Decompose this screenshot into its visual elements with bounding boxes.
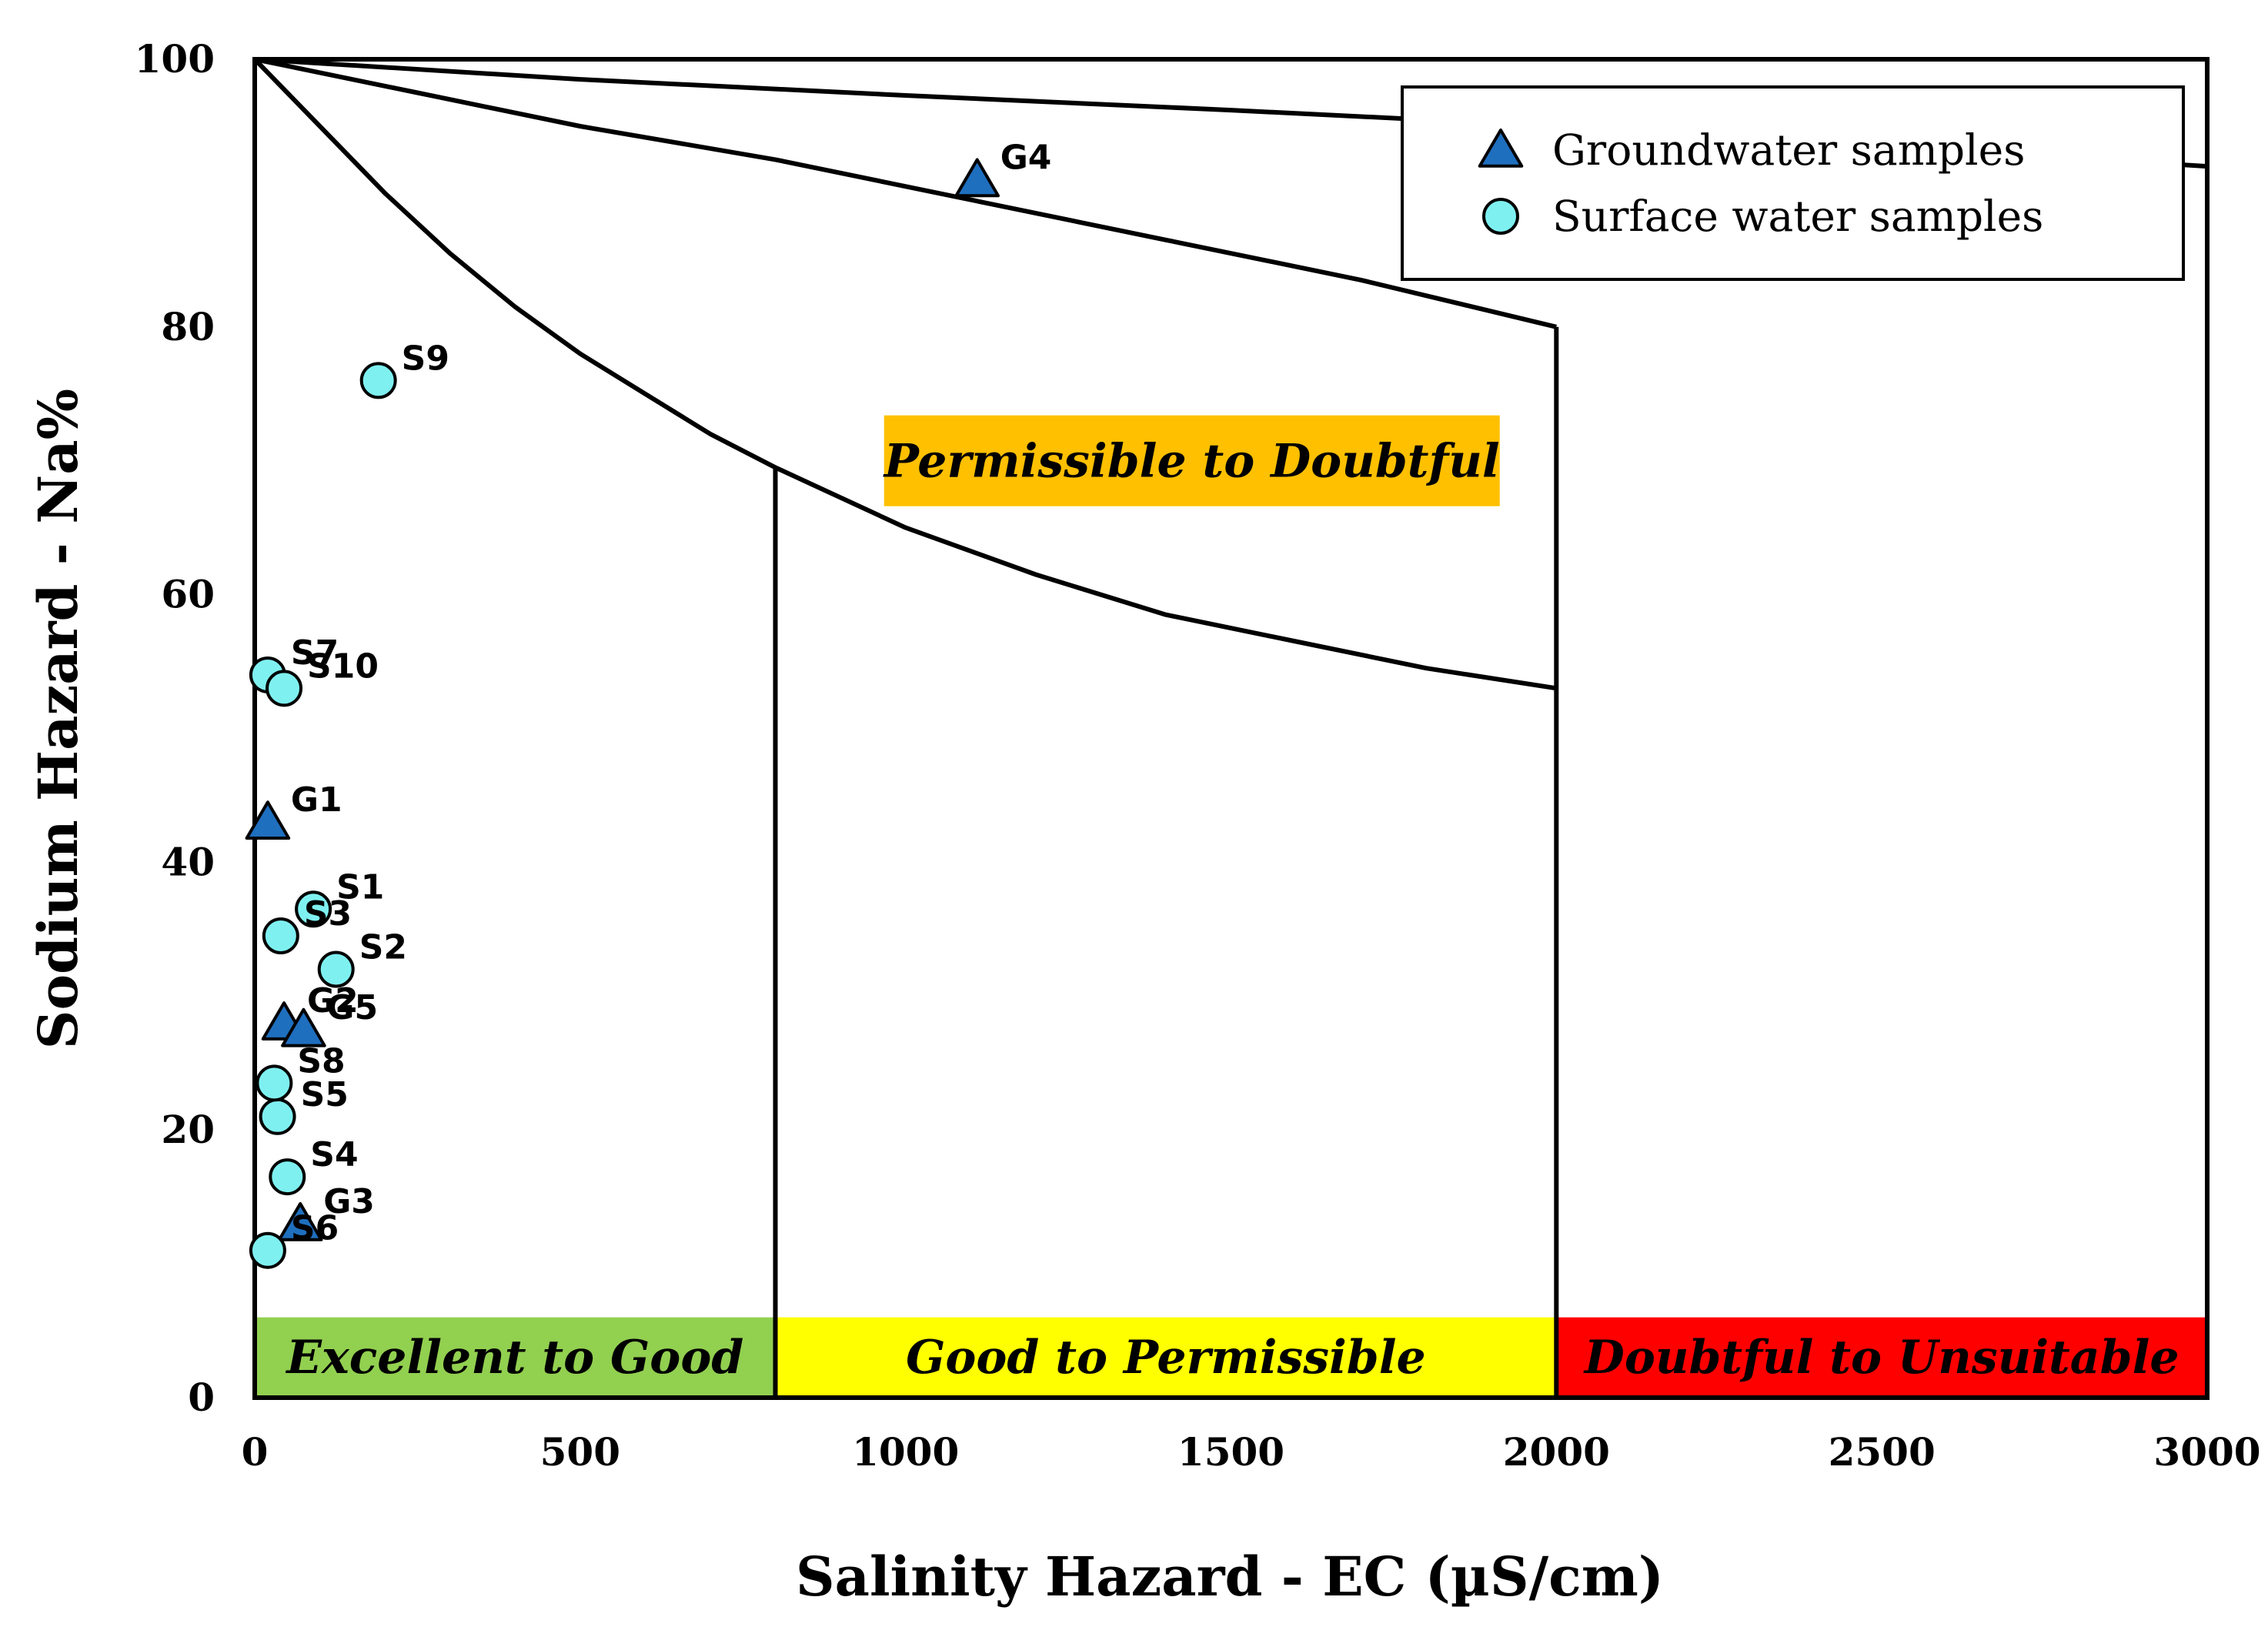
x-tick-label-2500: 2500 <box>1829 1429 1936 1475</box>
ticks-layer: 0 500 1000 1500 2000 2500 3000 0 20 40 60 80 100 <box>135 36 2261 1475</box>
point-label-s9: S9 <box>402 339 449 378</box>
y-axis-title: Sodium Hazard - Na% <box>26 389 90 1049</box>
legend-box <box>1401 85 2185 281</box>
zone-good-to-permissible <box>775 1317 1557 1398</box>
point-label-s6: S6 <box>291 1209 339 1248</box>
point-g5 <box>281 1007 326 1047</box>
point-s8 <box>256 1064 293 1102</box>
point-label-g2: G2 <box>307 981 359 1021</box>
x-axis-title: Salinity Hazard - EC (µS/cm) <box>796 1545 1664 1609</box>
point-label-s10: S10 <box>307 646 379 686</box>
point-label-s2: S2 <box>359 928 407 967</box>
point-label-g4: G4 <box>1000 139 1052 178</box>
point-s3 <box>262 917 299 955</box>
x-tick-label-1500: 1500 <box>1177 1429 1284 1475</box>
point-label-g1: G1 <box>291 780 342 820</box>
point-label-g3: G3 <box>323 1182 375 1221</box>
legend-triangle-icon <box>1478 129 1524 168</box>
zone-label-permissible-to-doubtful: Permissible to Doubtful <box>883 435 1500 489</box>
legend-circle-icon <box>1482 198 1519 235</box>
zone-label-excellent-to-good: Excellent to Good <box>285 1331 743 1385</box>
plot-frame <box>252 57 2210 1400</box>
y-tick-label-100: 100 <box>135 36 215 82</box>
zone-label-good-to-permissible: Good to Permissible <box>906 1331 1426 1385</box>
legend-label-surface-water-samples: Surface water samples <box>1552 192 2043 241</box>
point-s5 <box>259 1097 296 1135</box>
y-tick-label-0: 0 <box>188 1375 215 1420</box>
y-tick-label-40: 40 <box>161 839 215 884</box>
point-s4 <box>269 1158 306 1196</box>
point-s6 <box>249 1231 286 1269</box>
point-label-g5: G5 <box>326 988 378 1027</box>
point-s10 <box>266 670 303 707</box>
boundary-lower-curve <box>252 57 1557 691</box>
boundary-middle-curve <box>254 57 1558 329</box>
y-tick-label-20: 20 <box>161 1107 215 1152</box>
zone-label-doubtful-to-unsuitable: Doubtful to Unsuitable <box>1583 1331 2179 1385</box>
x-tick-label-0: 0 <box>242 1429 269 1475</box>
point-s2 <box>317 950 355 988</box>
zone-permissible-to-doubtful <box>883 415 1500 506</box>
point-g1 <box>245 800 291 840</box>
zones-layer: Excellent to Good Good to Permissible Doub… <box>255 415 2207 1398</box>
point-label-s5: S5 <box>301 1075 349 1114</box>
x-tick-label-1000: 1000 <box>852 1429 959 1475</box>
zone-doubtful-to-unsuitable <box>1556 1317 2207 1398</box>
point-s1 <box>295 890 332 928</box>
point-label-s8: S8 <box>297 1041 345 1081</box>
y-tick-label-60: 60 <box>161 572 215 617</box>
x-tick-label-2000: 2000 <box>1503 1429 1610 1475</box>
point-g3 <box>277 1201 323 1241</box>
point-label-s1: S1 <box>336 867 384 907</box>
point-label-s3: S3 <box>304 894 352 934</box>
point-g4 <box>954 158 1000 198</box>
x-tick-label-500: 500 <box>540 1429 620 1475</box>
point-s9 <box>359 362 397 399</box>
x-tick-label-3000: 3000 <box>2153 1429 2260 1475</box>
legend: Groundwater samples Surface water samples <box>1401 85 2185 281</box>
point-label-s4: S4 <box>310 1135 358 1174</box>
legend-label-groundwater-samples: Groundwater samples <box>1552 125 2025 175</box>
zone-excellent-to-good <box>255 1317 776 1398</box>
point-label-s7: S7 <box>291 633 339 673</box>
y-tick-label-80: 80 <box>161 304 215 349</box>
